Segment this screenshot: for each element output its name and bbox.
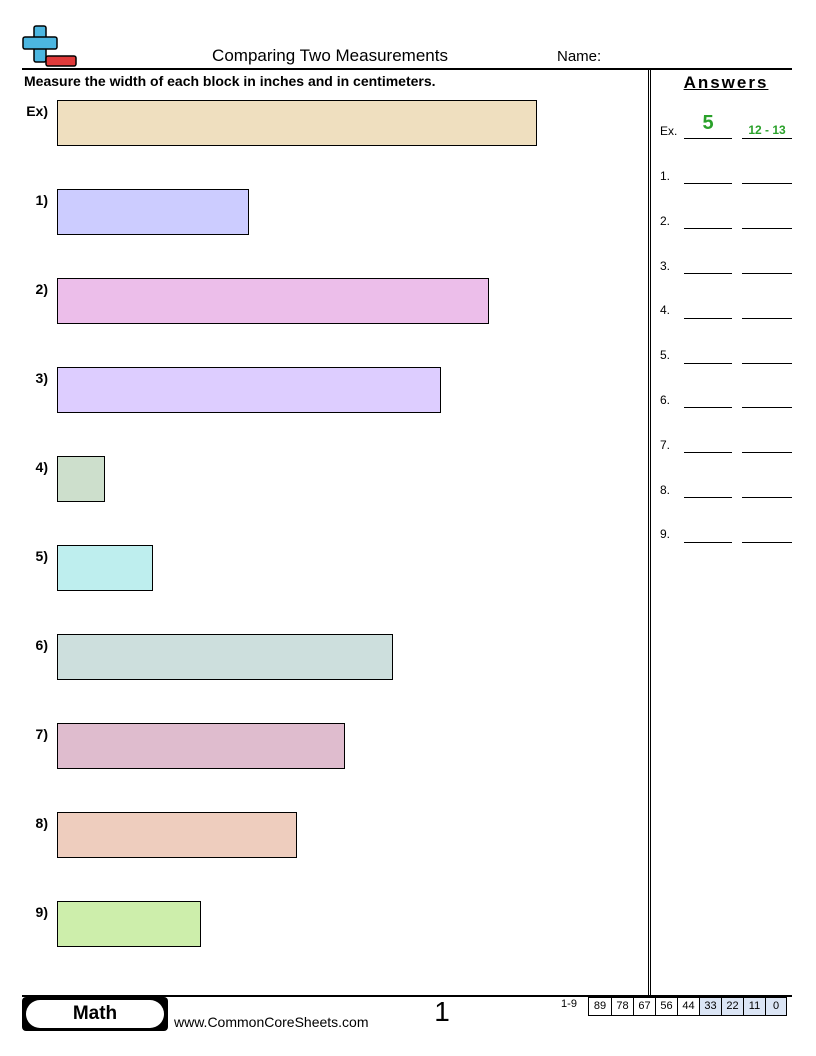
measure-block-6 (57, 634, 393, 680)
score-table: 89 78 67 56 44 33 22 11 0 (588, 997, 787, 1016)
answer-line-centimeters[interactable] (742, 407, 792, 408)
header-divider (22, 68, 792, 70)
score-cell: 0 (765, 998, 786, 1015)
question-label-1: 1) (35, 192, 48, 208)
answer-line-centimeters[interactable] (742, 183, 792, 184)
score-cell: 78 (611, 998, 633, 1015)
answer-label: 1. (660, 169, 671, 183)
score-range-label: 1-9 (561, 998, 577, 1010)
measure-block-9 (57, 901, 201, 947)
answer-line-centimeters[interactable] (742, 542, 792, 543)
answer-label: 6. (660, 393, 671, 407)
website-link[interactable]: www.CommonCoreSheets.com (174, 1014, 369, 1030)
score-cell: 56 (655, 998, 677, 1015)
question-label-5: 5) (35, 548, 48, 564)
question-label-6: 6) (35, 637, 48, 653)
measure-block-8 (57, 812, 297, 858)
answer-label: 5. (660, 348, 671, 362)
question-label-2: 2) (35, 281, 48, 297)
plus-minus-logo-icon (22, 25, 77, 67)
answers-heading: Answers (683, 73, 769, 92)
answer-line-centimeters[interactable] (742, 497, 792, 498)
answer-line-inches[interactable] (684, 452, 732, 453)
question-label-3: 3) (35, 370, 48, 386)
score-cell: 89 (593, 1000, 607, 1012)
question-label-9: 9) (35, 904, 48, 920)
question-label-7: 7) (35, 726, 48, 742)
question-label-4: 4) (35, 459, 48, 475)
answer-label: 2. (660, 214, 671, 228)
answer-label: 7. (660, 438, 671, 452)
measure-block-5 (57, 545, 153, 591)
measure-block-ex (57, 100, 537, 146)
instructions: Measure the width of each block in inche… (24, 73, 436, 89)
example-answer-centimeters: 12 - 13 (748, 123, 786, 137)
answer-label: 9. (660, 527, 671, 541)
score-cell: 22 (721, 998, 743, 1015)
answer-line-inches[interactable] (684, 318, 732, 319)
name-label: Name: (557, 48, 602, 65)
answers-divider (648, 68, 651, 996)
question-label-ex: Ex) (26, 103, 48, 119)
answer-line-centimeters[interactable] (742, 138, 792, 139)
footer-divider (22, 995, 792, 997)
question-label-8: 8) (35, 815, 48, 831)
answer-line-inches[interactable] (684, 542, 732, 543)
answer-line-inches[interactable] (684, 138, 732, 139)
answer-line-centimeters[interactable] (742, 228, 792, 229)
answer-line-inches[interactable] (684, 273, 732, 274)
answer-label-ex: Ex. (660, 124, 678, 138)
measure-block-3 (57, 367, 441, 413)
answer-line-inches[interactable] (684, 228, 732, 229)
answer-line-inches[interactable] (684, 183, 732, 184)
score-cell: 67 (633, 998, 655, 1015)
answer-line-centimeters[interactable] (742, 273, 792, 274)
measure-block-2 (57, 278, 489, 324)
score-cell: 44 (677, 998, 699, 1015)
measure-block-1 (57, 189, 249, 235)
page-number: 1 (434, 996, 450, 1027)
measure-block-7 (57, 723, 345, 769)
answer-line-centimeters[interactable] (742, 318, 792, 319)
answer-label: 3. (660, 259, 671, 273)
answer-line-centimeters[interactable] (742, 363, 792, 364)
answer-label: 4. (660, 303, 671, 317)
score-cell: 33 (699, 998, 721, 1015)
example-answer-inches: 5 (702, 112, 714, 134)
answer-line-centimeters[interactable] (742, 452, 792, 453)
math-badge-label: Math (26, 1000, 164, 1028)
score-cell: 11 (743, 998, 765, 1015)
answer-line-inches[interactable] (684, 407, 732, 408)
page-title: Comparing Two Measurements (212, 46, 448, 65)
answer-line-inches[interactable] (684, 363, 732, 364)
measure-block-4 (57, 456, 105, 502)
answer-label: 8. (660, 483, 671, 497)
answer-line-inches[interactable] (684, 497, 732, 498)
